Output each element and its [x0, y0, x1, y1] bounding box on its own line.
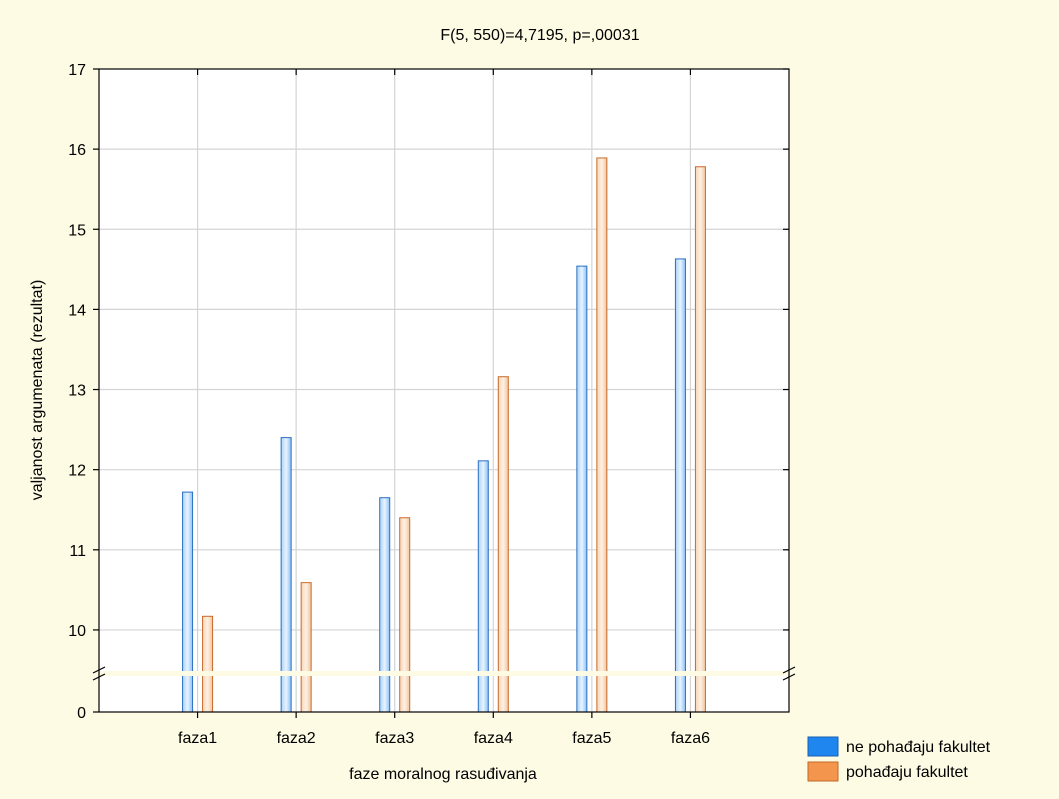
y-tick-label: 15 — [68, 222, 86, 239]
y-tick-label: 16 — [68, 142, 86, 159]
x-tick-label: faza5 — [572, 730, 611, 747]
bar-ne-pohadjaju-faza1 — [182, 491, 194, 713]
x-tick-label: faza2 — [277, 730, 316, 747]
plot-frame — [98, 68, 790, 713]
x-tick-label: faza6 — [671, 730, 710, 747]
x-tick-label: faza4 — [474, 730, 513, 747]
legend-label: ne pohađaju fakultet — [846, 739, 991, 756]
y-tick-label: 12 — [68, 463, 86, 480]
y-tick-label: 11 — [69, 543, 86, 560]
bar-pohadjaju-faza1 — [202, 615, 214, 713]
axis-ticks: 10 11 12 13 14 15 16 17 0 faza1 faza2 faza3 faza4 faz… — [68, 62, 789, 747]
y-tick-label: 17 — [68, 62, 86, 79]
bar-pohadjaju-faza6 — [694, 166, 706, 713]
legend-label: pohađaju fakultet — [846, 764, 968, 781]
legend: ne pohađaju fakultet pohađaju fakultet — [807, 736, 991, 782]
x-axis-label: faze moralnog rasuđivanja — [349, 766, 537, 783]
y-axis-label: valjanost argumenata (rezultat) — [29, 280, 46, 501]
plot-background — [99, 69, 789, 712]
x-tick-label: faza1 — [178, 730, 217, 747]
bars — [182, 157, 706, 713]
bar-ne-pohadjaju-faza3 — [379, 497, 391, 713]
legend-swatch — [807, 736, 839, 757]
axis-break-band — [93, 671, 795, 676]
grid-lines — [99, 69, 789, 712]
bar-pohadjaju-faza5 — [596, 157, 608, 713]
bar-pohadjaju-faza3 — [399, 517, 411, 713]
bar-ne-pohadjaju-faza6 — [674, 258, 686, 713]
y-tick-label: 13 — [68, 383, 86, 400]
x-tick-label: faza3 — [375, 730, 414, 747]
bar-ne-pohadjaju-faza5 — [576, 265, 588, 713]
bar-ne-pohadjaju-faza2 — [280, 437, 292, 713]
bar-pohadjaju-faza4 — [497, 376, 509, 713]
bar-pohadjaju-faza2 — [300, 582, 312, 713]
y-tick-label: 14 — [68, 302, 86, 319]
y-tick-label: 0 — [77, 705, 86, 722]
y-tick-label: 10 — [68, 623, 86, 640]
legend-swatch — [807, 761, 839, 782]
chart-title: F(5, 550)=4,7195, p=,00031 — [440, 27, 639, 44]
